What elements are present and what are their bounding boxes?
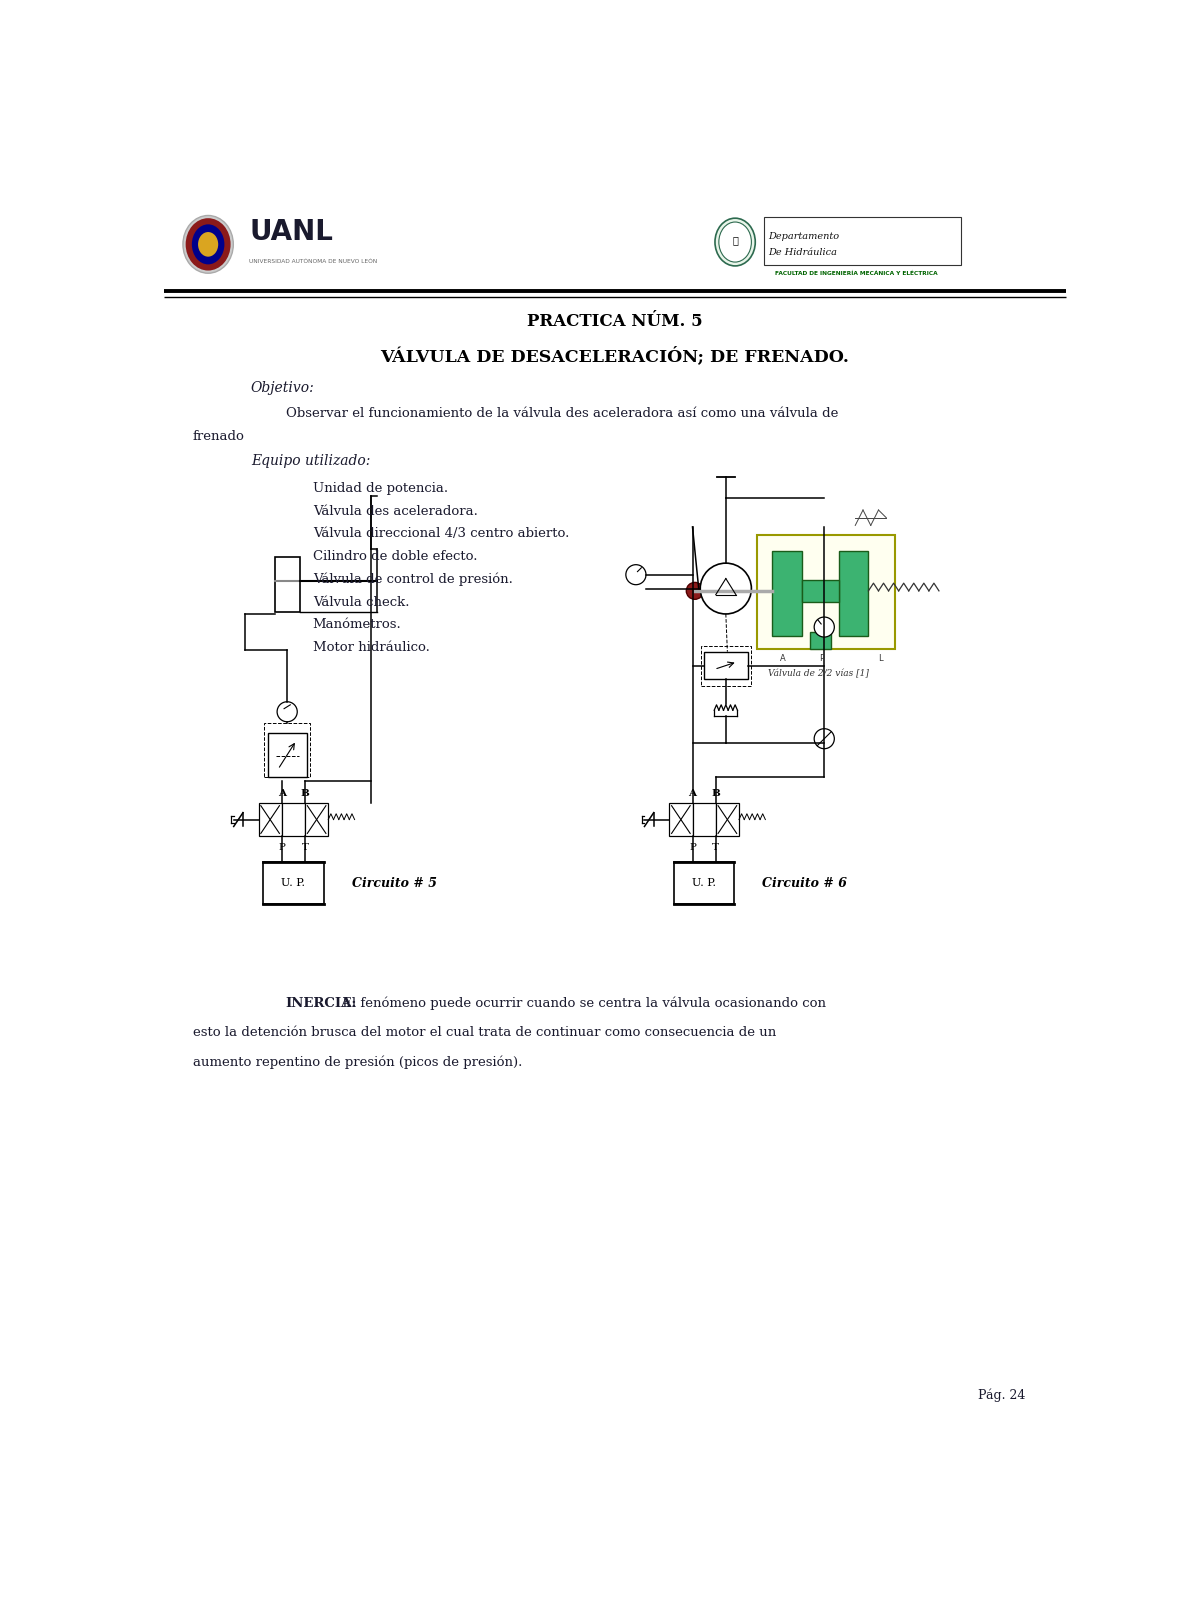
Bar <box>268 733 306 778</box>
Bar <box>258 803 282 837</box>
Bar <box>275 557 300 613</box>
Bar <box>802 581 839 602</box>
Bar <box>810 632 832 648</box>
Text: El fenómeno puede ocurrir cuando se centra la válvula ocasionando con: El fenómeno puede ocurrir cuando se cent… <box>338 997 827 1010</box>
Text: De Hidráulica: De Hidráulica <box>768 248 838 256</box>
Bar <box>674 862 734 904</box>
Ellipse shape <box>186 218 230 270</box>
Text: UANL: UANL <box>250 218 334 246</box>
Text: P: P <box>820 654 824 662</box>
Text: P: P <box>689 843 696 851</box>
Bar <box>264 723 311 778</box>
Text: Motor hidráulico.: Motor hidráulico. <box>313 642 430 654</box>
Circle shape <box>701 563 751 614</box>
Text: 🌲: 🌲 <box>732 235 738 245</box>
Bar <box>763 218 961 266</box>
Text: Válvula direccional 4/3 centro abierto.: Válvula direccional 4/3 centro abierto. <box>313 528 569 541</box>
Text: Válvula de control de presión.: Válvula de control de presión. <box>313 573 512 586</box>
Text: PRACTICA NÚM. 5: PRACTICA NÚM. 5 <box>527 314 703 330</box>
Ellipse shape <box>715 218 755 266</box>
Text: Observar el funcionamiento de la válvula des aceleradora así como una válvula de: Observar el funcionamiento de la válvula… <box>286 408 838 421</box>
Circle shape <box>814 728 834 749</box>
Bar <box>305 803 329 837</box>
Text: Válvula des aceleradora.: Válvula des aceleradora. <box>313 504 478 518</box>
Ellipse shape <box>198 232 218 256</box>
Text: P: P <box>278 843 286 851</box>
Text: A: A <box>780 654 786 662</box>
Ellipse shape <box>192 224 224 264</box>
Bar <box>670 803 692 837</box>
Text: Válvula check.: Válvula check. <box>313 595 409 608</box>
Text: Válvula de 2/2 vías [1]: Válvula de 2/2 vías [1] <box>768 669 869 678</box>
Circle shape <box>277 702 298 722</box>
Bar <box>839 550 869 635</box>
Text: FACULTAD DE INGENIERÍA MECÁNICA Y ELÉCTRICA: FACULTAD DE INGENIERÍA MECÁNICA Y ELÉCTR… <box>775 270 938 275</box>
Text: Cilindro de doble efecto.: Cilindro de doble efecto. <box>313 550 478 563</box>
Text: VÁLVULA DE DESACELERACIÓN; DE FRENADO.: VÁLVULA DE DESACELERACIÓN; DE FRENADO. <box>380 346 850 365</box>
Text: Departamento: Departamento <box>768 232 840 242</box>
Bar <box>692 803 715 837</box>
Text: T: T <box>301 843 308 851</box>
Text: U. P.: U. P. <box>692 878 716 888</box>
Text: Manómetros.: Manómetros. <box>313 618 402 632</box>
Text: Equipo utilizado:: Equipo utilizado: <box>251 454 370 469</box>
Text: A: A <box>277 789 286 798</box>
Text: Objetivo:: Objetivo: <box>251 381 314 395</box>
Text: B: B <box>712 789 720 798</box>
Text: L: L <box>878 654 883 662</box>
Bar <box>282 803 305 837</box>
Bar <box>704 651 748 680</box>
Text: U. P.: U. P. <box>281 878 305 888</box>
Text: esto la detención brusca del motor el cual trata de continuar como consecuencia : esto la detención brusca del motor el cu… <box>193 1026 776 1038</box>
Text: Circuito # 5: Circuito # 5 <box>352 877 437 890</box>
Bar <box>773 550 802 635</box>
Circle shape <box>686 582 703 600</box>
Text: frenado: frenado <box>193 430 245 443</box>
Text: UNIVERSIDAD AUTÓNOMA DE NUEVO LEÓN: UNIVERSIDAD AUTÓNOMA DE NUEVO LEÓN <box>250 259 378 264</box>
Text: T: T <box>713 843 719 851</box>
Text: Circuito # 6: Circuito # 6 <box>762 877 847 890</box>
Circle shape <box>626 565 646 584</box>
Ellipse shape <box>719 222 751 262</box>
Bar <box>263 862 324 904</box>
Bar <box>757 534 895 648</box>
Circle shape <box>814 618 834 637</box>
Ellipse shape <box>182 216 233 274</box>
Text: B: B <box>300 789 310 798</box>
Bar <box>715 803 739 837</box>
Text: Unidad de potencia.: Unidad de potencia. <box>313 482 448 494</box>
Text: aumento repentino de presión (picos de presión).: aumento repentino de presión (picos de p… <box>193 1054 522 1069</box>
Text: INERCIA:: INERCIA: <box>286 997 358 1010</box>
Text: A: A <box>689 789 696 798</box>
Bar <box>701 645 751 685</box>
Text: Pág. 24: Pág. 24 <box>978 1389 1026 1403</box>
